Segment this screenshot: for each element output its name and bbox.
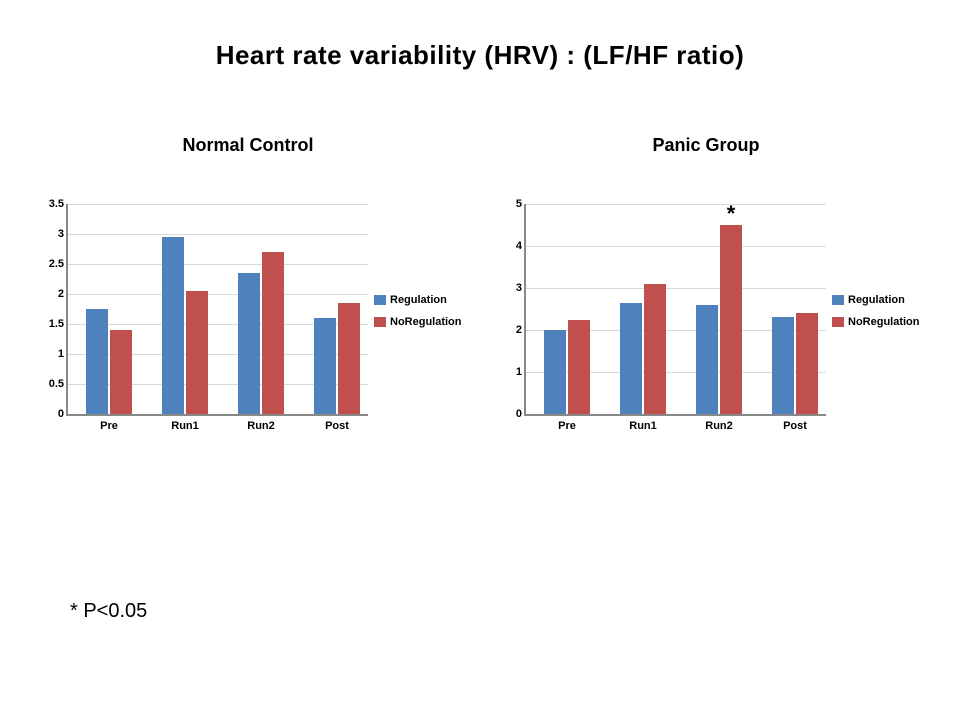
y-tick-label: 3.5	[30, 198, 64, 210]
gridline	[526, 288, 826, 289]
x-tick-label: Run2	[231, 420, 291, 432]
y-tick-label: 5	[488, 198, 522, 210]
legend-item: NoRegulation	[832, 311, 920, 333]
chart-left: 00.511.522.533.5PreRun1Run2PostRegulatio…	[28, 204, 468, 454]
gridline	[68, 294, 368, 295]
chart-right: 012345PreRun1Run2Post* Regulation NoRegula…	[486, 204, 926, 454]
legend: Regulation NoRegulation	[832, 289, 920, 333]
legend-item: Regulation	[832, 289, 920, 311]
legend-swatch	[832, 295, 844, 305]
legend-swatch	[374, 295, 386, 305]
legend: Regulation NoRegulation	[374, 289, 462, 333]
y-tick-label: 4	[488, 240, 522, 252]
bar	[568, 320, 590, 415]
bar	[644, 284, 666, 414]
gridline	[68, 204, 368, 205]
y-tick-label: 1.5	[30, 318, 64, 330]
y-tick-label: 1	[488, 366, 522, 378]
x-tick-label: Run2	[689, 420, 749, 432]
panel-normal-control: Normal Control 00.511.522.533.5PreRun1Ru…	[28, 135, 468, 454]
bar	[238, 273, 260, 414]
x-tick-label: Post	[307, 420, 367, 432]
x-tick-label: Run1	[613, 420, 673, 432]
plot-area: 012345PreRun1Run2Post*	[524, 204, 826, 416]
bar	[314, 318, 336, 414]
bar	[162, 237, 184, 414]
y-tick-label: 3	[488, 282, 522, 294]
bar	[620, 303, 642, 414]
bar	[796, 313, 818, 414]
x-tick-label: Post	[765, 420, 825, 432]
legend-label: Regulation	[390, 294, 447, 306]
y-tick-label: 3	[30, 228, 64, 240]
bar	[720, 225, 742, 414]
page: Heart rate variability (HRV) : (LF/HF ra…	[0, 0, 960, 720]
y-tick-label: 2	[30, 288, 64, 300]
subtitle-right: Panic Group	[486, 135, 926, 156]
legend-label: NoRegulation	[848, 316, 920, 328]
x-tick-label: Pre	[79, 420, 139, 432]
annotation-significance: *	[727, 201, 736, 227]
bar	[544, 330, 566, 414]
footnote: * P<0.05	[70, 600, 147, 623]
bar	[772, 317, 794, 414]
x-tick-label: Pre	[537, 420, 597, 432]
bar	[186, 291, 208, 414]
gridline	[68, 234, 368, 235]
page-title: Heart rate variability (HRV) : (LF/HF ra…	[0, 40, 960, 71]
legend-swatch	[374, 317, 386, 327]
legend-item: NoRegulation	[374, 311, 462, 333]
y-tick-label: 0	[488, 408, 522, 420]
gridline	[68, 264, 368, 265]
panel-panic-group: Panic Group 012345PreRun1Run2Post*Regula…	[486, 135, 926, 454]
y-tick-label: 0	[30, 408, 64, 420]
x-tick-label: Run1	[155, 420, 215, 432]
subtitle-left: Normal Control	[28, 135, 468, 156]
legend-label: NoRegulation	[390, 316, 462, 328]
y-tick-label: 2	[488, 324, 522, 336]
bar	[262, 252, 284, 414]
y-tick-label: 1	[30, 348, 64, 360]
bar	[696, 305, 718, 414]
legend-item: Regulation	[374, 289, 462, 311]
legend-label: Regulation	[848, 294, 905, 306]
gridline	[526, 246, 826, 247]
bar	[86, 309, 108, 414]
bar	[338, 303, 360, 414]
y-tick-label: 0.5	[30, 378, 64, 390]
plot-area: 00.511.522.533.5PreRun1Run2Post	[66, 204, 368, 416]
y-tick-label: 2.5	[30, 258, 64, 270]
legend-swatch	[832, 317, 844, 327]
gridline	[526, 204, 826, 205]
bar	[110, 330, 132, 414]
